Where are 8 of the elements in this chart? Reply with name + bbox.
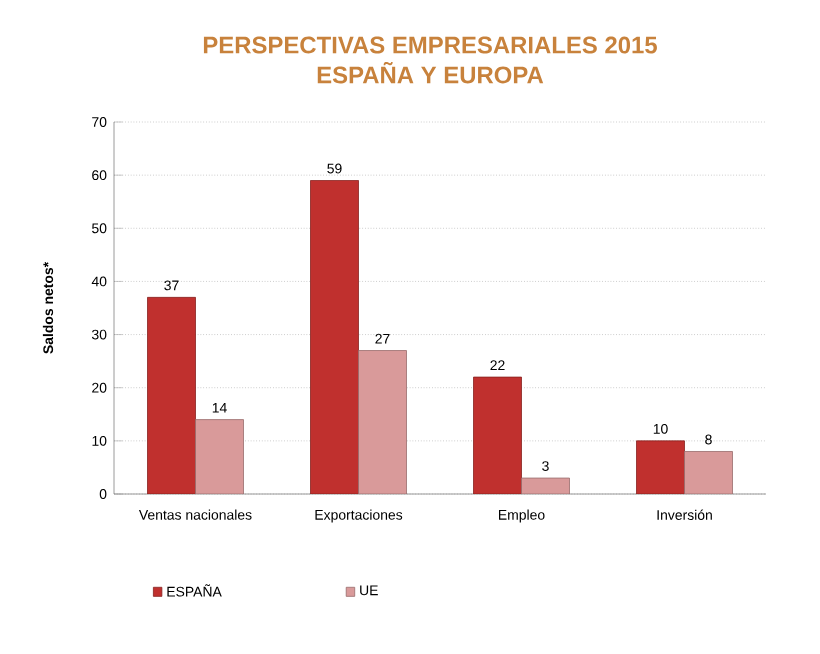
bar [310, 180, 359, 494]
chart-title: PERSPECTIVAS EMPRESARIALES 2015 ESPAÑA Y EUROPA [203, 36, 657, 84]
bar [147, 296, 196, 494]
bar [195, 419, 244, 494]
bar [684, 451, 733, 494]
bar [358, 350, 407, 494]
bar [473, 376, 522, 494]
bar [636, 440, 685, 494]
